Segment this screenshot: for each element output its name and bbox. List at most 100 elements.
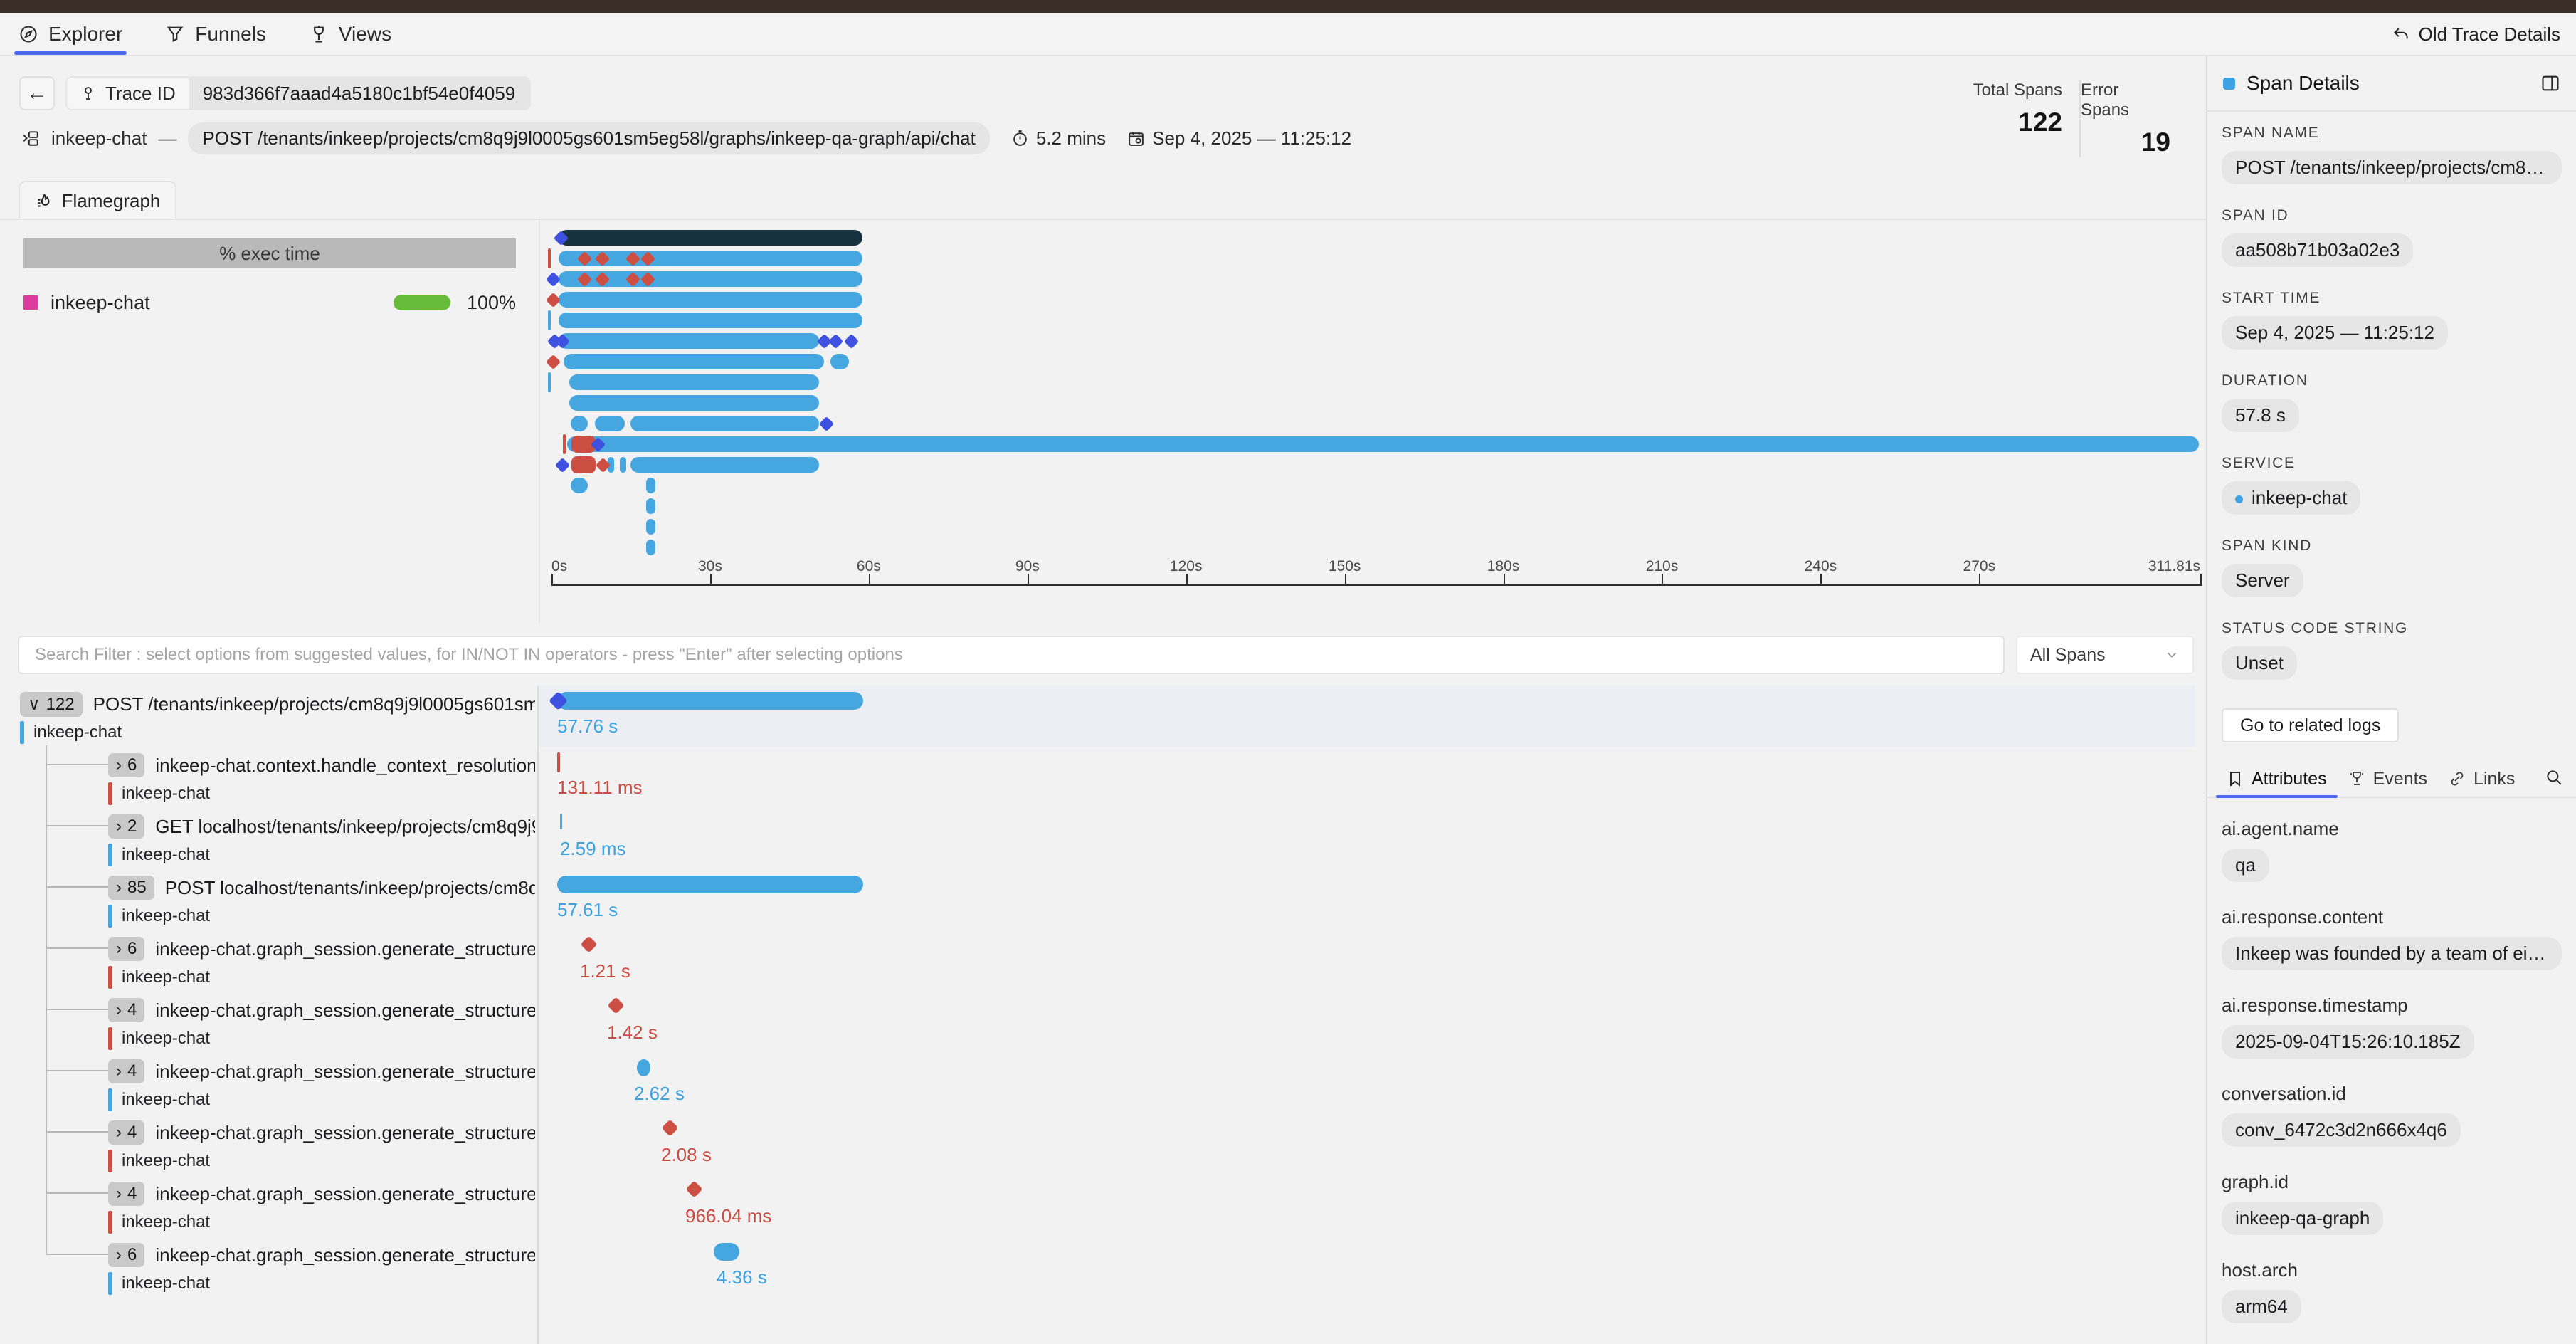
- span-count-badge[interactable]: › 6: [108, 753, 145, 777]
- flamegraph-span-bar[interactable]: [630, 416, 819, 431]
- span-name-line[interactable]: › 2 GET localhost/tenants/inkeep/projects/…: [108, 814, 535, 839]
- span-row[interactable]: › 4 inkeep-chat.graph_session.generate_str…: [0, 992, 2206, 1053]
- span-row[interactable]: › 85 POST localhost/tenants/inkeep/project…: [0, 869, 2206, 930]
- span-row[interactable]: › 6 inkeep-chat.context.handle_context_res…: [0, 747, 2206, 808]
- event-diamond-icon[interactable]: [554, 457, 570, 473]
- span-count-badge[interactable]: › 4: [108, 1120, 145, 1145]
- legend-row-inkeep-chat[interactable]: inkeep-chat 100%: [23, 290, 516, 315]
- error-span-block[interactable]: [571, 456, 596, 473]
- error-diamond-icon[interactable]: [546, 292, 561, 308]
- tab-attributes[interactable]: Attributes: [2216, 761, 2338, 798]
- flamegraph-row[interactable]: [546, 354, 2202, 370]
- tab-explorer[interactable]: Explorer: [14, 13, 127, 55]
- flamegraph-span-bar[interactable]: [830, 354, 850, 369]
- flamegraph-span-bar[interactable]: [630, 457, 819, 473]
- span-count-badge[interactable]: › 6: [108, 937, 145, 961]
- flamegraph-span-bar[interactable]: [619, 457, 626, 473]
- span-tick[interactable]: [548, 372, 551, 392]
- flamegraph-span-bar[interactable]: [558, 313, 862, 328]
- span-name-line[interactable]: › 4 inkeep-chat.graph_session.generate_str…: [108, 1120, 535, 1145]
- event-diamond-icon[interactable]: [545, 271, 561, 288]
- span-row[interactable]: › 4 inkeep-chat.graph_session.generate_str…: [0, 1175, 2206, 1237]
- flamegraph-row[interactable]: [551, 540, 2202, 555]
- flamegraph-row[interactable]: [551, 519, 2202, 535]
- span-name-line[interactable]: › 85 POST localhost/tenants/inkeep/project…: [108, 876, 535, 900]
- flamegraph-span-bar[interactable]: [607, 457, 615, 473]
- span-name-line[interactable]: › 4 inkeep-chat.graph_session.generate_str…: [108, 1059, 535, 1083]
- collapse-panel-icon[interactable]: [2540, 73, 2560, 93]
- span-count-badge[interactable]: › 4: [108, 998, 145, 1022]
- span-count-badge[interactable]: › 4: [108, 1182, 145, 1206]
- span-count-badge[interactable]: › 6: [108, 1243, 145, 1267]
- error-diamond-icon[interactable]: [546, 354, 561, 370]
- span-dot[interactable]: [637, 1059, 650, 1076]
- flamegraph-span-bar[interactable]: [564, 354, 824, 369]
- flamegraph-row[interactable]: [551, 498, 2202, 514]
- flamegraph-row[interactable]: [551, 434, 2202, 454]
- flamegraph-span-bar[interactable]: [569, 395, 819, 411]
- span-tick[interactable]: [560, 814, 562, 829]
- error-diamond-icon[interactable]: [661, 1119, 679, 1137]
- flamegraph-row[interactable]: [551, 395, 2202, 411]
- flamegraph-row[interactable]: [547, 310, 2202, 330]
- span-dot[interactable]: [645, 498, 655, 514]
- duration-pill[interactable]: [714, 1243, 739, 1261]
- span-scope-select[interactable]: All Spans: [2016, 636, 2194, 674]
- span-name-line[interactable]: › 4 inkeep-chat.graph_session.generate_str…: [108, 1182, 535, 1206]
- flamegraph-span-bar[interactable]: [558, 333, 819, 349]
- tab-funnels[interactable]: Funnels: [165, 13, 266, 55]
- span-dot[interactable]: [645, 478, 655, 493]
- attributes-search-button[interactable]: [2545, 768, 2567, 790]
- error-diamond-icon[interactable]: [580, 935, 598, 953]
- span-row[interactable]: › 4 inkeep-chat.graph_session.generate_str…: [0, 1114, 2206, 1175]
- span-count-badge[interactable]: ∨ 122: [20, 692, 83, 717]
- duration-bar[interactable]: [557, 692, 863, 710]
- span-row[interactable]: › 4 inkeep-chat.graph_session.generate_str…: [0, 1053, 2206, 1114]
- flamegraph-row[interactable]: [547, 333, 2202, 350]
- exec-time-header[interactable]: % exec time: [23, 238, 516, 268]
- flamegraph-row[interactable]: [547, 248, 2202, 268]
- error-tick[interactable]: [563, 434, 566, 454]
- flamegraph-row[interactable]: [551, 230, 2202, 246]
- span-dot[interactable]: [645, 519, 655, 535]
- span-count-badge[interactable]: › 2: [108, 814, 145, 839]
- flamegraph-row[interactable]: [546, 292, 2202, 308]
- span-row[interactable]: › 6 inkeep-chat.graph_session.generate_str…: [0, 930, 2206, 992]
- tab-views[interactable]: Views: [309, 13, 391, 55]
- breadcrumb-endpoint[interactable]: POST /tenants/inkeep/projects/cm8q9j9l00…: [188, 122, 990, 154]
- tab-events[interactable]: Events: [2338, 761, 2438, 797]
- span-row[interactable]: › 2 GET localhost/tenants/inkeep/projects/…: [0, 808, 2206, 869]
- span-name-line[interactable]: › 6 inkeep-chat.graph_session.generate_str…: [108, 937, 535, 961]
- flamegraph-span-bar[interactable]: [567, 436, 2199, 452]
- span-name-line[interactable]: › 6 inkeep-chat.context.handle_context_res…: [108, 753, 535, 777]
- old-trace-details-button[interactable]: Old Trace Details: [2392, 13, 2560, 56]
- search-filter-input[interactable]: [18, 636, 2005, 674]
- flamegraph-span-bar[interactable]: [594, 416, 625, 431]
- error-diamond-icon[interactable]: [607, 997, 625, 1014]
- flamegraph-row[interactable]: [545, 271, 2202, 288]
- error-diamond-icon[interactable]: [685, 1180, 703, 1198]
- span-tick[interactable]: [547, 310, 551, 330]
- tab-links[interactable]: Links: [2438, 761, 2525, 797]
- flamegraph-span-bar[interactable]: [558, 230, 862, 246]
- span-count-badge[interactable]: › 4: [108, 1059, 145, 1083]
- back-button[interactable]: ←: [19, 76, 55, 110]
- span-count-badge[interactable]: › 85: [108, 876, 154, 900]
- flamegraph-span-bar[interactable]: [558, 292, 862, 308]
- span-name-line[interactable]: ∨ 122 POST /tenants/inkeep/projects/cm8q9j…: [20, 692, 535, 717]
- event-diamond-icon[interactable]: [818, 416, 834, 432]
- go-to-related-logs-button[interactable]: Go to related logs: [2222, 708, 2400, 742]
- flamegraph-row[interactable]: [551, 478, 2202, 493]
- flamegraph-row[interactable]: [551, 416, 2202, 432]
- event-diamond-icon[interactable]: [828, 333, 844, 350]
- span-name-line[interactable]: › 4 inkeep-chat.graph_session.generate_str…: [108, 998, 535, 1022]
- span-name-line[interactable]: › 6 inkeep-chat.graph_session.generate_str…: [108, 1243, 535, 1267]
- error-tick[interactable]: [547, 248, 551, 268]
- flamegraph-span-bar[interactable]: [569, 374, 819, 390]
- event-diamond-icon[interactable]: [843, 333, 859, 350]
- flamegraph-canvas[interactable]: [545, 230, 2202, 562]
- flamegraph-row[interactable]: [551, 456, 2202, 473]
- span-row[interactable]: › 6 inkeep-chat.graph_session.generate_str…: [0, 1237, 2206, 1298]
- error-tick[interactable]: [557, 752, 560, 772]
- span-row[interactable]: ∨ 122 POST /tenants/inkeep/projects/cm8q9j…: [0, 686, 2206, 747]
